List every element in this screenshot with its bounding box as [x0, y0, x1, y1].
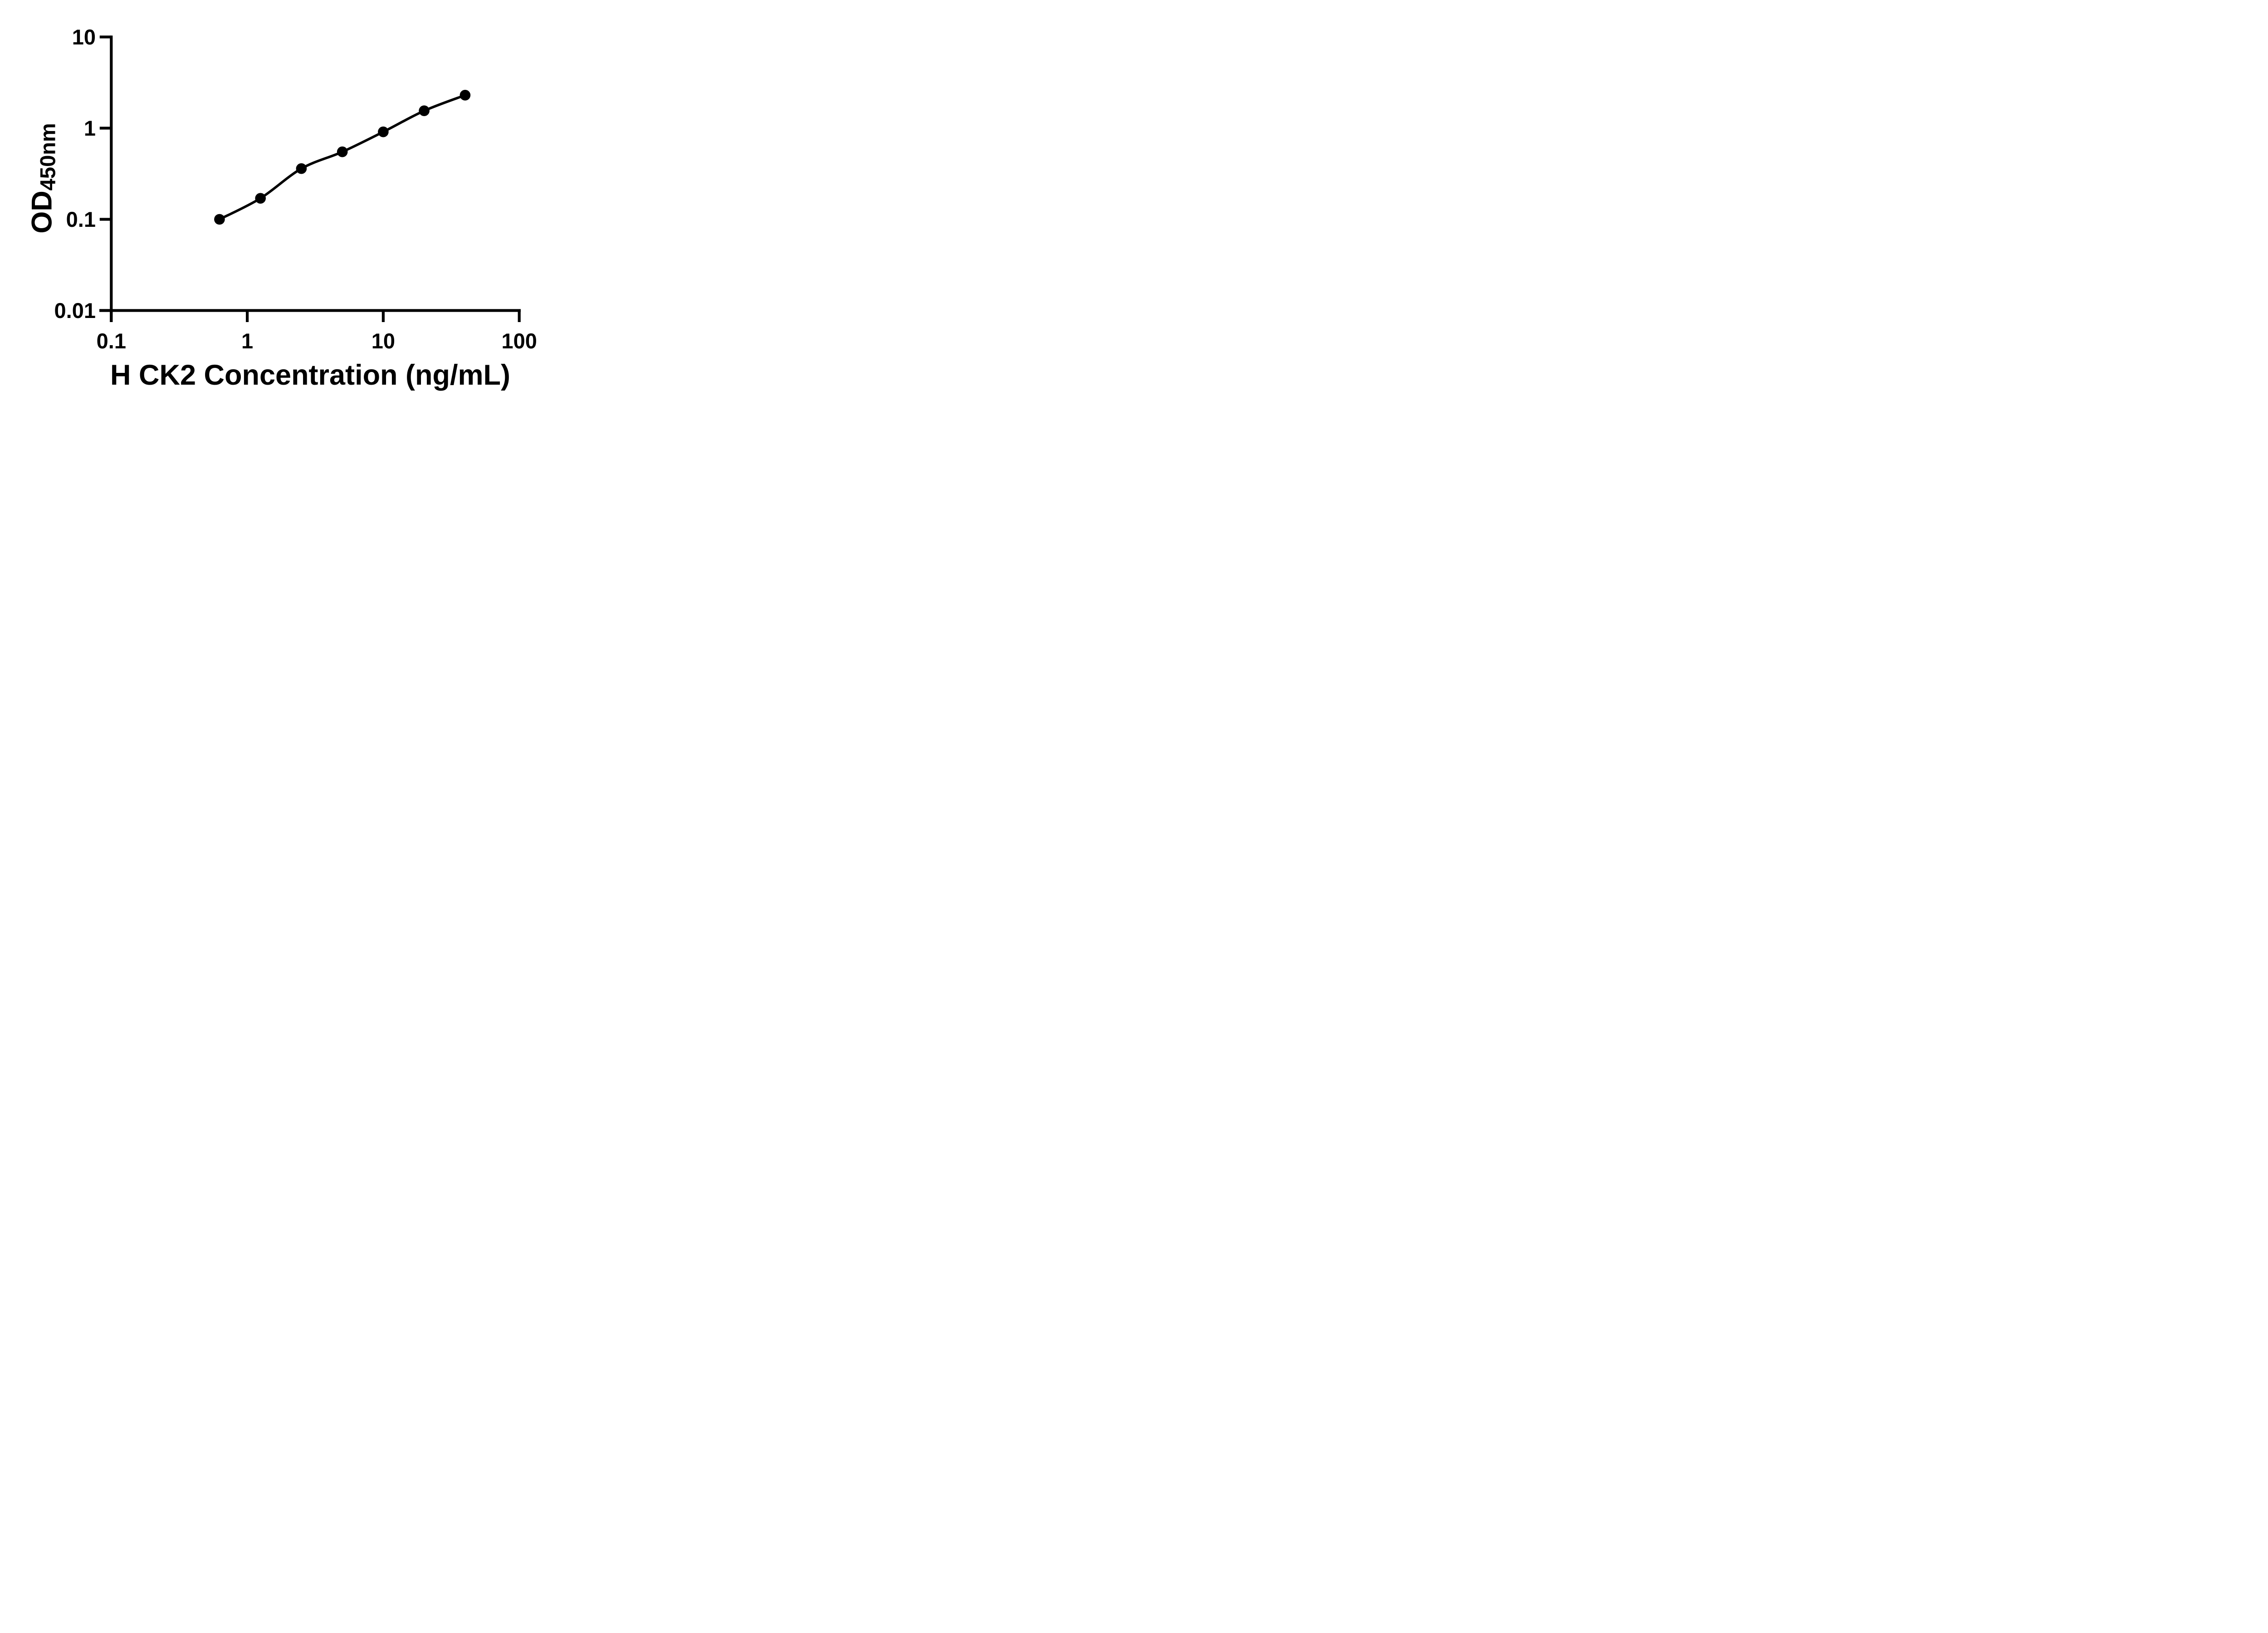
data-point [296, 163, 307, 174]
data-point [419, 105, 430, 116]
x-axis-title: H CK2 Concentration (ng/mL) [110, 359, 510, 391]
y-tick-label: 0.1 [66, 207, 96, 231]
x-tick-label: 1 [241, 329, 254, 353]
elisa-standard-curve-figure: 0.01 0.1 1 10 0.1 1 10 100 OD450nm H CK2 Conce… [0, 0, 582, 408]
y-axis-title: OD450nm [26, 123, 61, 233]
data-point [459, 90, 471, 101]
data-point [255, 193, 266, 204]
x-tick-label: 10 [371, 329, 396, 353]
y-axis-title-main: OD [26, 191, 58, 234]
x-tick-label: 100 [501, 329, 537, 353]
y-tick-label: 0.01 [54, 298, 96, 323]
y-tick-label: 1 [83, 116, 96, 140]
x-tick-label: 0.1 [96, 329, 126, 353]
data-point [214, 214, 225, 225]
data-point [337, 146, 348, 157]
plot-canvas [99, 35, 521, 322]
y-tick-label: 10 [72, 24, 96, 49]
data-point [378, 126, 389, 137]
y-axis-title-subscript: 450nm [35, 123, 60, 191]
